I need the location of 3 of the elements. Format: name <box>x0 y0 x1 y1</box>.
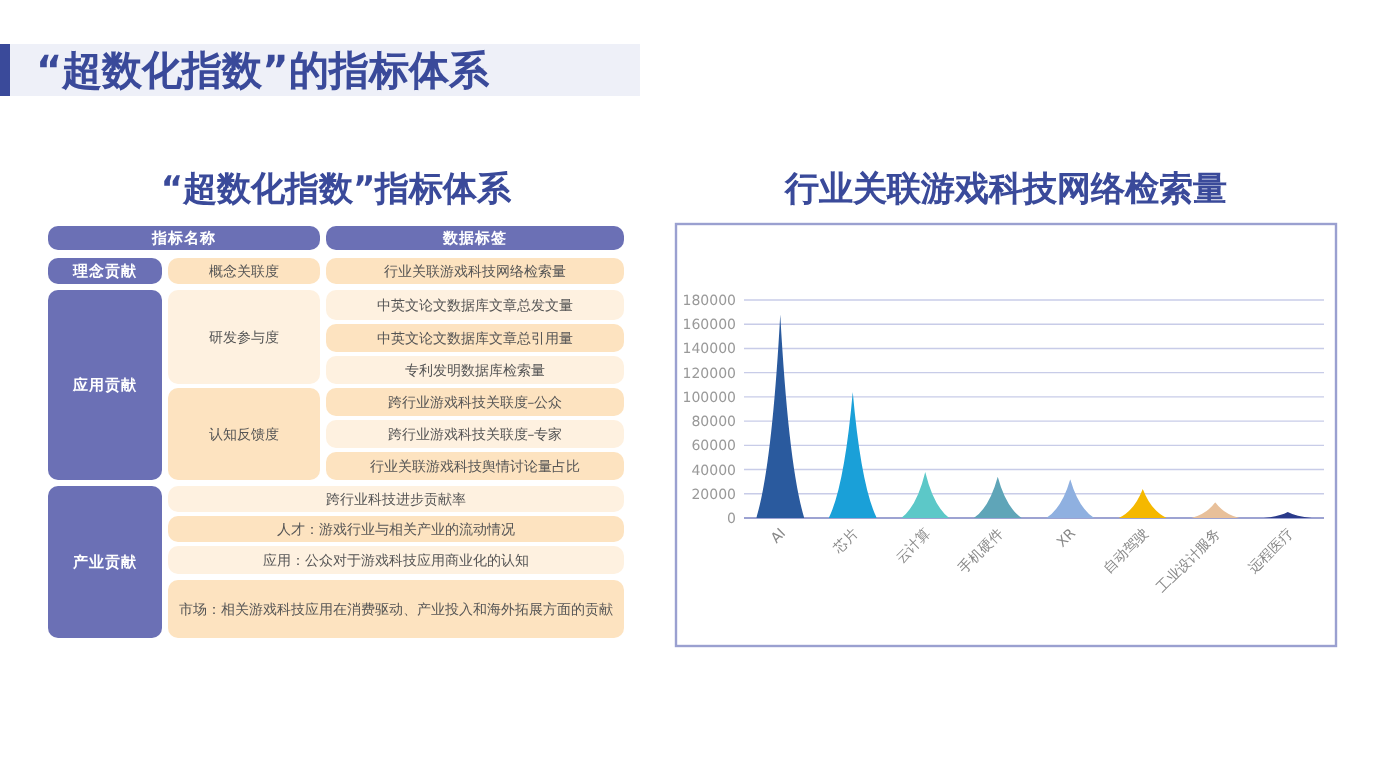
text: “超数化指数”的指标体系 <box>36 46 491 94</box>
text: “超数化指数”指标体系 <box>160 170 514 210</box>
chart-title: 行业关联游戏科技网络检索量 <box>783 170 1227 210</box>
